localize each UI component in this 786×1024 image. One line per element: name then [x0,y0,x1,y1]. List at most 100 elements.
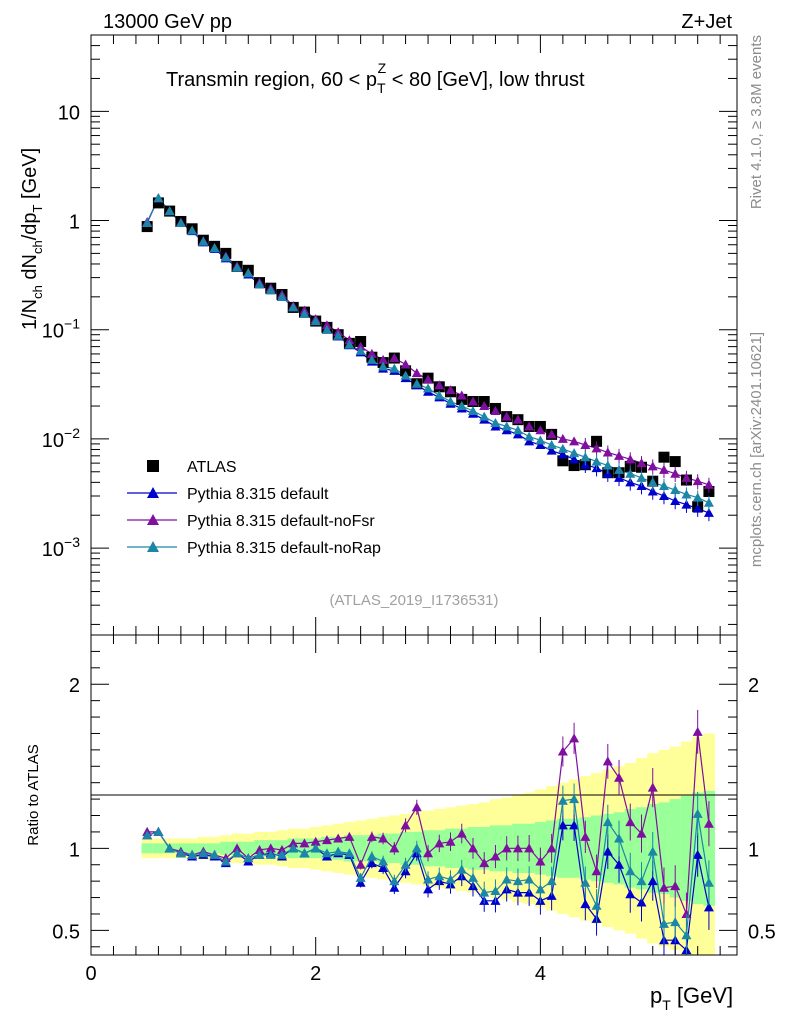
main-point-norap [310,316,321,326]
ratio-point-norap [479,887,490,897]
main-point-nofsr [434,380,445,390]
ratio-ylabel: Ratio to ATLAS [25,744,42,845]
analysis-watermark: (ATLAS_2019_I1736531) [329,592,498,609]
main-point-nofsr [580,439,591,449]
ratio-point-nofsr [355,859,366,869]
main-ytick-label: 10−2 [42,425,80,452]
ratio-point-norap [423,874,434,884]
ratio-point-norap [614,833,625,843]
main-point-nofsr [456,390,467,400]
ratio-point-norap [434,871,445,881]
ratio-point-norap [344,848,355,858]
legend: ATLAS Pythia 8.315 default Pythia 8.315 … [127,459,381,557]
main-point-nofsr [658,464,669,474]
ratio-band-inner [152,843,165,854]
ratio-point-norap [333,846,344,856]
legend-marker-nofsr [147,514,159,525]
main-point-nofsr [479,401,490,411]
ratio-point-default [636,897,647,907]
ratio-point-nofsr [636,828,647,838]
tick-base: 10 [42,539,64,561]
ratio-band-inner [186,843,199,854]
atlas-point [669,456,681,468]
main-point-norap [288,302,299,312]
main-point-default [658,490,669,500]
main-point-default [546,445,557,455]
ylabel-sub: ch [30,240,45,254]
main-point-nofsr [423,374,434,384]
ratio-ytick-label-left: 0.5 [52,921,80,943]
main-point-norap [658,481,669,491]
ratio-point-norap [288,843,299,853]
main-point-nofsr [445,385,456,395]
ratio-band-inner [568,818,581,878]
ratio-point-norap [569,794,580,804]
ratio-point-nofsr [591,866,602,876]
ratio-uncertainty-bands [141,733,716,955]
ratio-point-norap [445,874,456,884]
main-point-norap [434,390,445,400]
ratio-point-default [692,849,703,859]
ratio-point-norap [187,849,198,859]
ratio-point-nofsr [670,881,681,891]
main-point-norap [254,279,265,289]
main-point-norap [703,497,714,507]
main-point-default [692,503,703,513]
ratio-band-inner [321,836,334,860]
main-point-norap [445,396,456,406]
main-point-norap [265,285,276,295]
tick-base: 10 [42,430,64,452]
main-point-default [703,507,714,517]
main-point-norap [423,383,434,393]
main-point-nofsr [366,348,377,358]
main-point-nofsr [321,320,332,330]
main-line-nofsr [146,197,710,486]
main-point-nofsr [467,396,478,406]
ratio-band-inner [669,799,682,898]
main-point-norap [614,464,625,474]
ratio-point-nofsr [456,828,467,838]
ratio-axis-ticks: 0 2 4 0.5 0.5 1 1 2 2 [52,635,776,985]
atlas-point [568,460,580,472]
ratio-panel: 0 2 4 0.5 0.5 1 1 2 2 [52,634,776,985]
ratio-point-norap [636,876,647,886]
title-sup: Z [378,60,387,76]
main-point-norap [153,193,164,203]
xlabel-main: p [650,983,662,1008]
ratio-point-nofsr [535,856,546,866]
ratio-ytick-label-right: 0.5 [748,921,776,943]
main-point-norap [625,468,636,478]
main-point-norap [299,308,310,318]
main-point-norap [681,489,692,499]
main-data-markers [141,193,715,522]
ratio-point-nofsr [288,838,299,848]
ratio-ytick-label-right: 1 [748,839,759,861]
ratio-point-nofsr [445,836,456,846]
ratio-point-nofsr [411,802,422,812]
main-point-norap [501,421,512,431]
ratio-point-norap [411,843,422,853]
ratio-point-default [580,899,591,909]
tick-exp: −3 [64,534,80,550]
ratio-point-norap [299,848,310,858]
main-point-norap [692,492,703,502]
ratio-band-inner [680,795,693,901]
ratio-point-nofsr [434,838,445,848]
main-point-norap [366,354,377,364]
legend-entry-nofsr: Pythia 8.315 default-noFsr [127,513,375,530]
ratio-point-nofsr [479,858,490,868]
ratio-band-inner [557,818,569,878]
title-post: < 80 [GeV], low thrust [386,69,585,91]
ratio-point-norap [355,872,366,882]
ratio-point-norap [670,917,681,927]
ratio-point-nofsr [501,843,512,853]
main-point-norap [535,435,546,445]
main-ylabel: 1/Nch dNch/dpT [GeV] [19,148,45,330]
main-point-norap [164,206,175,216]
ratio-point-norap [243,853,254,863]
ylabel-part: 1/N [19,299,41,330]
ylabel-part: [GeV] [19,148,41,205]
ratio-point-nofsr [299,838,310,848]
main-point-norap [355,345,366,355]
